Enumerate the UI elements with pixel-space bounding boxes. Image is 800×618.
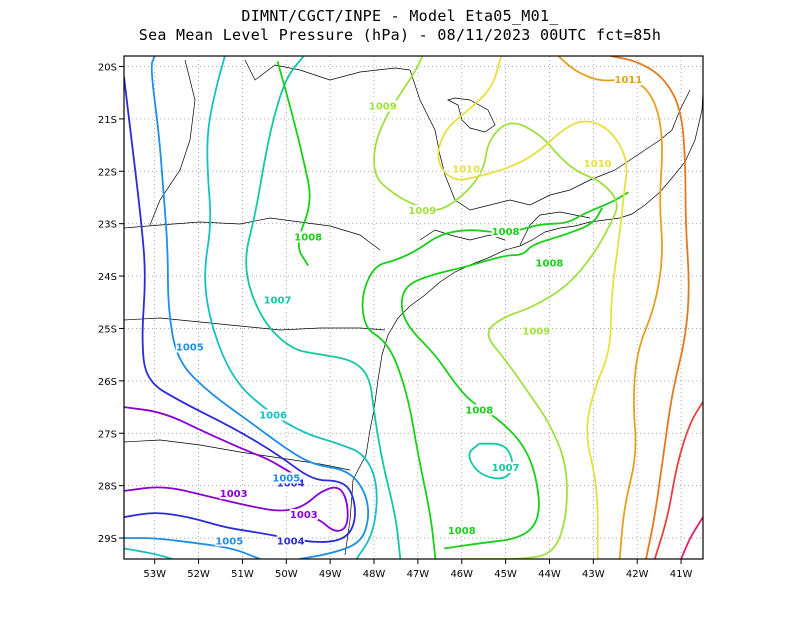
- chart-title-line2: Sea Mean Level Pressure (hPa) - 08/11/20…: [138, 26, 662, 44]
- isobar-label-bg: [263, 294, 292, 306]
- isobar-label-bg: [219, 488, 248, 500]
- x-tick-label: 43W: [582, 569, 605, 580]
- isobar-1007: [245, 56, 402, 559]
- isobar-label-1005: 1005: [215, 536, 243, 547]
- y-tick-label: 20S: [98, 62, 117, 73]
- isobar-label-bg: [465, 404, 494, 416]
- isobar-label-bg: [522, 325, 551, 337]
- isobar-label-bg: [583, 158, 612, 170]
- isobar-1008: [276, 60, 311, 267]
- isobar-label-bg: [535, 257, 564, 269]
- isobar-label-bg: [491, 226, 520, 238]
- isobar-label-1003: 1003: [290, 510, 318, 521]
- x-tick-label: 44W: [538, 569, 561, 580]
- isobar-1005: [124, 537, 261, 559]
- axes: 53W 52W 51W 50W 49W 48W 47W 46W 45W 44W 43W 42W 41W 2…: [98, 62, 693, 580]
- isobars: [124, 56, 703, 559]
- isobar-label-bg: [447, 524, 476, 536]
- isobar-1005: [150, 56, 370, 559]
- isobar-label-bg: [491, 461, 520, 473]
- x-tick-label: 52W: [187, 569, 210, 580]
- state-border: [124, 439, 351, 471]
- y-tick-label: 29S: [98, 534, 117, 545]
- lake-outline: [447, 97, 496, 133]
- isobar-label-1008: 1008: [492, 227, 520, 238]
- x-tick-label: 46W: [450, 569, 473, 580]
- isobar-label-1010: 1010: [452, 164, 480, 175]
- state-border: [644, 89, 691, 151]
- x-tick-label: 48W: [363, 569, 386, 580]
- isobar-1013: [653, 401, 703, 559]
- isobar-labels: 1003100310041004100510051005100610071007…: [175, 74, 643, 547]
- isobar-label-bg: [259, 409, 288, 421]
- isobar-label-bg: [614, 74, 643, 86]
- isobar-label-1011: 1011: [615, 75, 643, 86]
- state-border: [149, 59, 196, 226]
- state-border: [124, 217, 381, 251]
- x-tick-label: 42W: [626, 569, 649, 580]
- y-tick-label: 26S: [98, 377, 117, 388]
- y-tick-label: 24S: [98, 272, 117, 283]
- isobar-label-bg: [175, 341, 204, 353]
- isobar-label-1004: 1004: [277, 536, 305, 547]
- isobar-label-bg: [452, 163, 481, 175]
- isobar-label-1008: 1008: [448, 526, 476, 537]
- isobar-label-1009: 1009: [522, 327, 550, 338]
- isobar-label-1007: 1007: [264, 295, 292, 306]
- isobar-1006: [204, 56, 378, 559]
- isobar-1012: [610, 56, 690, 559]
- x-tick-label: 49W: [319, 569, 342, 580]
- isobar-1003: [124, 406, 305, 482]
- coastline-borders: [124, 59, 703, 556]
- isobar-1009: [373, 56, 618, 559]
- isobar-label-bg: [276, 535, 305, 547]
- isobar-label-1007: 1007: [492, 463, 520, 474]
- isobar-label-1005: 1005: [176, 342, 204, 353]
- isobar-label-bg: [294, 231, 323, 243]
- x-tick-label: 51W: [231, 569, 254, 580]
- isobar-label-bg: [289, 509, 318, 521]
- isobar-label-bg: [368, 100, 397, 112]
- isobar-1004: [124, 76, 356, 543]
- x-tick-label: 53W: [143, 569, 166, 580]
- isobar-1010: [437, 56, 628, 559]
- isobar-label-1008: 1008: [536, 259, 564, 270]
- isobar-label-bg: [272, 472, 301, 484]
- x-tick-label: 45W: [494, 569, 517, 580]
- x-tick-label: 47W: [407, 569, 430, 580]
- y-tick-label: 25S: [98, 324, 117, 335]
- isobar-1011: [557, 56, 663, 559]
- y-tick-label: 27S: [98, 429, 117, 440]
- isobar-1014: [680, 516, 703, 559]
- isobar-label-1008: 1008: [465, 405, 493, 416]
- isobar-1006: [124, 547, 173, 559]
- isobar-label-bg: [215, 535, 244, 547]
- isobar-label-1009: 1009: [408, 206, 436, 217]
- coastline: [344, 89, 703, 556]
- y-tick-label: 28S: [98, 482, 117, 493]
- x-tick-label: 41W: [670, 569, 693, 580]
- plot-frame: [123, 55, 704, 560]
- isobar-1008: [361, 191, 629, 559]
- isobar-label-1010: 1010: [584, 159, 612, 170]
- isobar-label-1008: 1008: [294, 232, 322, 243]
- y-tick-label: 21S: [98, 115, 117, 126]
- chart-title-line1: DIMNT/CGCT/INPE - Model Eta05_M01_: [241, 7, 559, 25]
- y-tick-label: 23S: [98, 220, 117, 231]
- isobar-label-1006: 1006: [259, 411, 287, 422]
- plot-background: [124, 56, 703, 559]
- isobar-label-1005: 1005: [272, 473, 300, 484]
- isobar-1003: [124, 486, 349, 532]
- isobar-label-1004: 1004: [277, 479, 305, 490]
- isobar-1008: [400, 207, 603, 550]
- state-border: [124, 317, 386, 331]
- isobar-label-1003: 1003: [220, 489, 248, 500]
- isobar-label-1009: 1009: [369, 101, 397, 112]
- state-border: [409, 69, 646, 211]
- y-tick-label: 22S: [98, 167, 117, 178]
- state-border: [244, 59, 411, 81]
- x-tick-label: 50W: [275, 569, 298, 580]
- isobar-label-bg: [408, 205, 437, 217]
